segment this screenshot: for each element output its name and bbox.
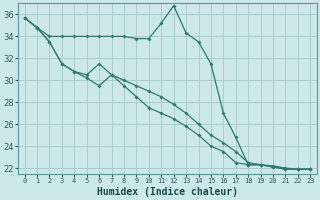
X-axis label: Humidex (Indice chaleur): Humidex (Indice chaleur) — [97, 186, 238, 197]
